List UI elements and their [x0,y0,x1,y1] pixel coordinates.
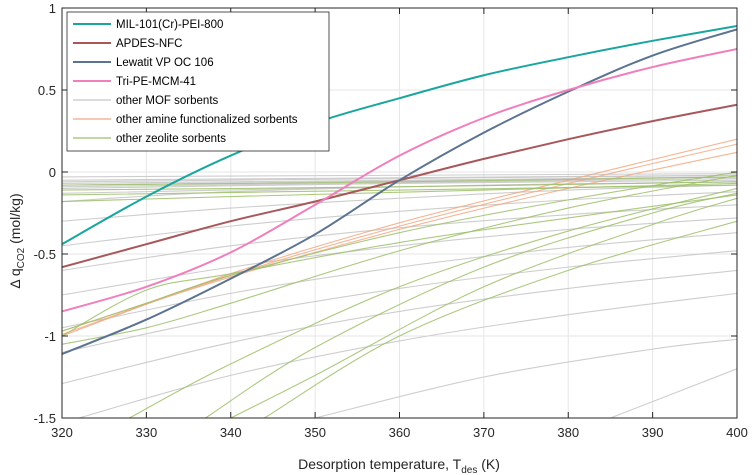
x-tick-label: 340 [220,425,242,440]
x-tick-label: 360 [389,425,411,440]
y-tick-label: -1.5 [34,411,56,426]
y-tick-label: -0.5 [34,247,56,262]
series-line-mil-101-cr-pei-800 [62,25,737,246]
other-mof-sorbents-line [62,178,737,188]
x-tick-label: 390 [642,425,664,440]
x-axis-label-subscript: des [461,465,477,475]
other-zeolite-sorbents-line [62,184,737,196]
other-zeolite-sorbents-line [62,182,737,203]
x-tick-label: 320 [51,425,73,440]
legend-label: Lewatit VP OC 106 [116,57,214,69]
other-mof-sorbents-line [610,368,737,418]
other-zeolite-sorbents-line [230,197,737,418]
legend-label: MIL-101(Cr)-PEI-800 [116,19,223,31]
x-tick-label: 380 [557,425,579,440]
legend-label: other MOF sorbents [116,95,219,107]
other-mof-sorbents-line [62,173,737,178]
legend-label: APDES-NFC [116,38,182,50]
series-line-lewatit-vp-oc-106 [62,28,737,355]
other-zeolite-sorbents-line [62,176,737,186]
other-zeolite-sorbents-line [264,220,737,418]
other-mof-sorbents-line [62,179,737,189]
x-tick-label: 400 [726,425,748,440]
other-mof-sorbents-line [62,250,737,353]
ticks: 320 330 340 350 360 370 380 390 400 -1.5 -1 -0.5 0 0.… [34,1,748,440]
y-tick-label: 0.5 [38,83,56,98]
series-line-tri-pe-mcm-41 [62,48,737,313]
y-axis-label-unit: (mol/kg) [7,193,23,247]
x-tick-label: 330 [136,425,158,440]
y-axis-label-subscript: CO2 [16,247,27,268]
other-zeolite-sorbents-line [62,181,737,191]
legend: MIL-101(Cr)-PEI-800 APDES-NFC Lewatit VP O… [66,11,330,152]
y-axis-label: Δ qCO2 (mol/kg) [7,193,27,288]
y-tick-label: 1 [49,1,56,16]
x-axis-label-unit: (K) [477,456,500,472]
highlight-series [62,25,737,355]
other-zeolite-sorbents-line [205,192,737,418]
legend-label: other zeolite sorbents [116,133,226,145]
other-zeolite-sorbents-line [62,171,737,332]
legend-label: other amine functionalized sorbents [116,114,298,126]
other-zeolite-sorbents-line [62,174,737,345]
other-mof-sorbents-line [62,269,737,385]
y-tick-label: 0 [49,165,56,180]
x-tick-label: 350 [304,425,326,440]
other-zeolite-sorbents-line [62,194,737,337]
x-axis-label: Desorption temperature, Tdes (K) [298,456,500,475]
other-mof-sorbents-line [62,204,737,271]
x-tick-label: 370 [473,425,495,440]
other-mof-sorbents-line [62,232,737,329]
other-mof-sorbents-line [315,338,737,418]
other-zeolite-sorbents-line [129,187,737,418]
legend-label: Tri-PE-MCM-41 [116,76,196,88]
other-amine-functionalized-sorbents-line [62,151,737,332]
other-mof-sorbents-line [62,184,737,222]
y-tick-label: -1 [44,329,56,344]
